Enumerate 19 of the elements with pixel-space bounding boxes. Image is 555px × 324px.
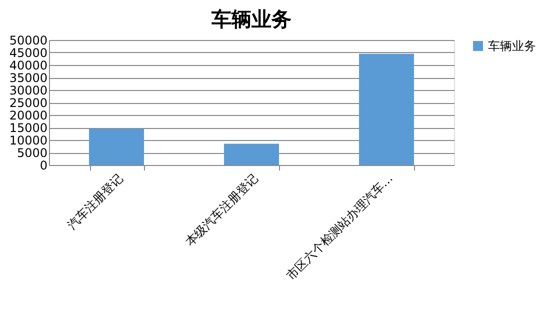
y-tick-label: 10000	[9, 134, 48, 148]
x-tick-label: 汽车注册登记	[64, 171, 126, 232]
bar	[359, 54, 414, 165]
y-tick-label: 25000	[9, 96, 48, 110]
y-tick-label: 0	[40, 158, 48, 172]
x-tick-label: 本级汽车注册登记	[182, 171, 260, 249]
y-tick-label: 40000	[9, 58, 48, 72]
y-tick-label: 50000	[9, 34, 48, 48]
bar	[224, 144, 279, 165]
bar	[89, 128, 144, 165]
y-tick-label: 30000	[9, 84, 48, 98]
chart-title: 车辆业务	[210, 7, 292, 31]
y-tick-label: 5000	[16, 146, 48, 160]
legend-label: 车辆业务	[488, 39, 536, 53]
y-tick-label: 45000	[9, 46, 48, 60]
y-tick-label: 15000	[9, 121, 48, 135]
y-tick-label: 35000	[9, 71, 48, 85]
y-tick-label: 20000	[9, 108, 48, 122]
x-tick-label: 市区六个检测站办理汽车…	[284, 171, 396, 283]
